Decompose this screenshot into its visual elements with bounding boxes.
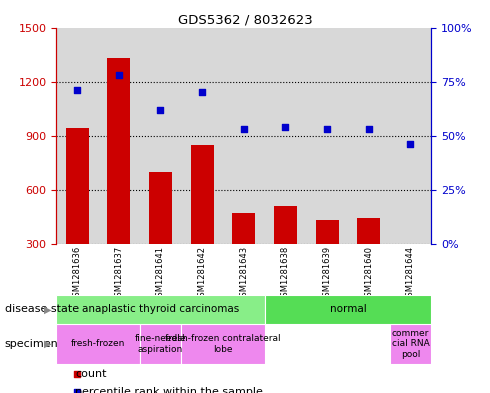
Text: anaplastic thyroid carcinomas: anaplastic thyroid carcinomas	[82, 305, 239, 314]
Bar	[357, 219, 380, 244]
Text: ▶: ▶	[44, 339, 51, 349]
Text: fresh-frozen: fresh-frozen	[71, 340, 125, 348]
Bar	[191, 145, 214, 244]
Bar	[399, 244, 422, 246]
Text: disease state: disease state	[5, 305, 79, 314]
Text: ▶: ▶	[44, 305, 51, 314]
Text: fine-needle
aspiration: fine-needle aspiration	[135, 334, 186, 354]
Bar	[232, 213, 255, 244]
Point	[323, 126, 331, 132]
Point	[281, 124, 289, 130]
Text: GSM1281641: GSM1281641	[156, 246, 165, 302]
Text: GSM1281636: GSM1281636	[73, 246, 82, 303]
Bar	[149, 172, 172, 244]
Text: specimen: specimen	[5, 339, 59, 349]
Bar	[390, 324, 431, 364]
Text: fresh-frozen contralateral
lobe: fresh-frozen contralateral lobe	[165, 334, 281, 354]
Text: GSM1281643: GSM1281643	[239, 246, 248, 302]
Text: GSM1281644: GSM1281644	[406, 246, 415, 302]
Text: GDS5362 / 8032623: GDS5362 / 8032623	[177, 14, 313, 27]
Bar	[66, 129, 89, 244]
Bar	[107, 58, 130, 244]
Text: GSM1281639: GSM1281639	[322, 246, 332, 302]
Bar	[316, 220, 339, 244]
Bar	[265, 295, 431, 324]
Point	[74, 371, 81, 377]
Text: GSM1281642: GSM1281642	[197, 246, 207, 302]
Point	[115, 72, 122, 78]
Text: percentile rank within the sample: percentile rank within the sample	[75, 387, 263, 393]
Point	[156, 107, 164, 113]
Bar	[56, 295, 265, 324]
Point	[406, 141, 414, 147]
Text: normal: normal	[329, 305, 366, 314]
Text: GSM1281640: GSM1281640	[364, 246, 373, 302]
Point	[73, 87, 81, 93]
Point	[240, 126, 247, 132]
Bar	[140, 324, 181, 364]
Point	[74, 389, 81, 393]
Bar	[181, 324, 265, 364]
Point	[198, 89, 206, 95]
Text: GSM1281637: GSM1281637	[114, 246, 123, 303]
Bar	[56, 324, 140, 364]
Text: commer
cial RNA
pool: commer cial RNA pool	[392, 329, 429, 359]
Text: count: count	[75, 369, 107, 379]
Bar	[274, 206, 297, 244]
Text: GSM1281638: GSM1281638	[281, 246, 290, 303]
Point	[365, 126, 372, 132]
